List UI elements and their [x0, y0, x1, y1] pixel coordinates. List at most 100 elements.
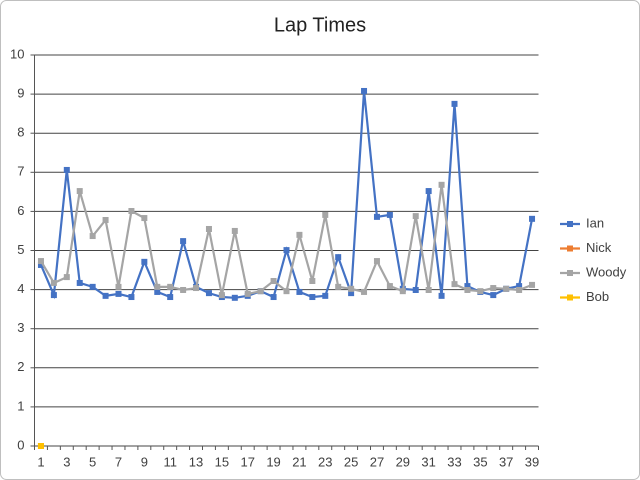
legend-marker [567, 245, 573, 252]
data-point [50, 292, 57, 299]
data-point [335, 254, 342, 261]
x-tick-label: 5 [89, 454, 96, 469]
data-point [141, 215, 148, 222]
data-point [270, 294, 277, 301]
data-point [115, 283, 122, 290]
data-point [283, 247, 290, 254]
data-point [464, 283, 471, 290]
legend-label: Ian [586, 215, 604, 230]
data-point [231, 227, 238, 234]
data-point [309, 294, 316, 301]
data-point [167, 294, 174, 301]
data-point [425, 286, 432, 293]
data-point [50, 279, 57, 286]
y-tick-label: 4 [17, 281, 24, 296]
data-point [270, 277, 277, 284]
data-point [412, 286, 419, 293]
data-point [115, 290, 122, 297]
y-tick-label: 6 [17, 203, 24, 218]
x-tick-label: 15 [215, 454, 229, 469]
data-point [180, 286, 187, 293]
x-tick-label: 37 [499, 454, 513, 469]
data-point [322, 211, 329, 218]
data-point [89, 283, 96, 290]
x-tick-label: 21 [292, 454, 306, 469]
data-point [361, 288, 368, 295]
x-tick-label: 19 [266, 454, 280, 469]
x-tick-label: 25 [344, 454, 358, 469]
data-point [373, 258, 380, 265]
data-point [205, 290, 212, 297]
y-tick-label: 8 [17, 125, 24, 140]
y-tick-label: 1 [17, 398, 24, 413]
x-tick-label: 9 [141, 454, 148, 469]
data-point [63, 166, 70, 173]
data-point [102, 217, 109, 224]
x-tick-label: 27 [370, 454, 384, 469]
data-point [296, 231, 303, 238]
y-tick-label: 0 [17, 437, 24, 452]
data-point [76, 188, 83, 195]
y-tick-label: 10 [10, 46, 24, 61]
data-point [348, 290, 355, 297]
y-tick-label: 3 [17, 320, 24, 335]
x-tick-label: 33 [447, 454, 461, 469]
x-tick-label: 1 [37, 454, 44, 469]
data-point [464, 286, 471, 293]
data-point [373, 213, 380, 220]
data-point [386, 283, 393, 290]
y-tick-label: 2 [17, 359, 24, 374]
x-tick-label: 7 [115, 454, 122, 469]
data-point [451, 100, 458, 107]
x-tick-label: 31 [421, 454, 435, 469]
data-point [490, 292, 497, 299]
x-tick-label: 23 [318, 454, 332, 469]
data-point [412, 213, 419, 220]
data-point [154, 283, 161, 290]
data-point [322, 292, 329, 299]
x-tick-label: 35 [473, 454, 487, 469]
data-point [361, 87, 368, 94]
data-point [37, 261, 44, 268]
legend-label: Bob [586, 289, 609, 304]
data-point [205, 225, 212, 232]
data-point [128, 294, 135, 301]
data-point [193, 285, 200, 292]
data-point [425, 188, 432, 195]
data-point [63, 274, 70, 281]
data-point [386, 211, 393, 218]
legend-label: Woody [586, 264, 627, 279]
data-point [37, 258, 44, 265]
x-tick-label: 17 [240, 454, 254, 469]
data-point [438, 292, 445, 299]
x-tick-label: 13 [189, 454, 203, 469]
data-point [529, 215, 536, 222]
y-tick-label: 9 [17, 86, 24, 101]
legend-label: Nick [586, 240, 612, 255]
data-point [529, 281, 536, 288]
chart-title: Lap Times [274, 14, 366, 36]
data-point [490, 285, 497, 292]
data-point [283, 288, 290, 295]
data-point [141, 258, 148, 265]
data-point [348, 285, 355, 292]
data-point [180, 238, 187, 245]
x-tick-label: 11 [163, 454, 177, 469]
x-tick-label: 39 [525, 454, 539, 469]
x-tick-label: 29 [396, 454, 410, 469]
data-point [128, 208, 135, 215]
legend-marker [567, 221, 573, 227]
data-point [89, 233, 96, 240]
data-point [167, 283, 174, 290]
data-point [76, 279, 83, 286]
data-point [102, 292, 109, 299]
data-point [231, 294, 238, 301]
data-point [516, 283, 523, 290]
data-point [154, 288, 161, 295]
x-tick-label: 3 [63, 454, 70, 469]
data-point [399, 288, 406, 295]
data-point [296, 288, 303, 295]
data-point [516, 286, 523, 293]
legend-marker [567, 270, 573, 276]
